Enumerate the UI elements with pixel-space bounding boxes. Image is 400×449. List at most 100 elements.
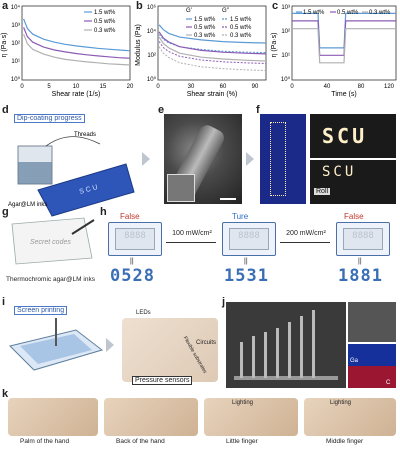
chart-b-ylabel: Modulus (Pa) [135, 24, 142, 66]
chart-b-xtick: 60 [220, 84, 227, 90]
dip-coating-title: Dip-coating progress [14, 114, 85, 123]
series-line-0 [23, 18, 131, 52]
display-2: 1531 [224, 266, 269, 286]
legend-g1: G′ [186, 8, 193, 14]
panel-label-a: a [2, 0, 9, 12]
panel-label-d: d [2, 104, 9, 116]
legend-item: 1.5 wt% [303, 10, 325, 16]
arrow-d-e [142, 152, 150, 166]
roll-label: Roll [314, 188, 331, 195]
panel-label-h: h [100, 206, 107, 218]
chart-a-xtick: 15 [100, 84, 107, 90]
fabric-substrate [37, 163, 135, 217]
legend-item: 0.5 wt% [230, 25, 252, 31]
hand-photo-2 [104, 398, 198, 436]
panel-label-f: f [256, 104, 260, 116]
series-line-2 [23, 33, 131, 66]
panel-label-c: c [272, 0, 279, 12]
chart-b: Modulus (Pa) Shear strain (%) 10⁶ 10⁴ 10… [135, 4, 267, 98]
legend-g2: G″ [222, 8, 230, 14]
svg-text:S C U: S C U [79, 184, 99, 196]
c-label: C [386, 380, 391, 386]
eds-map: Ga C [348, 344, 396, 388]
chart-c: η (Pa·s) Time (s) 10³ 10² 10¹ 10⁰ 0 40 8… [271, 5, 397, 98]
hand-photo-1 [8, 398, 98, 436]
lcd-1: 8888 [108, 222, 162, 256]
chart-b-xtick: 30 [188, 84, 195, 90]
chart-c-xlabel: Time (s) [331, 91, 356, 98]
ga-label: Ga [350, 358, 359, 364]
chart-c-xticks: 0 40 80 120 [290, 84, 394, 90]
chart-a-xticks: 0 5 10 15 20 [20, 84, 134, 90]
lcd-2: 8888 [222, 222, 276, 256]
arrow2-label: 200 mW/cm² [286, 230, 326, 237]
sem-zoom-image [348, 302, 396, 342]
chart-c-xtick: 0 [290, 84, 294, 90]
chart-b-xlabel: Shear strain (%) [187, 91, 238, 98]
chart-a-xtick: 10 [73, 84, 80, 90]
device-on-hand [122, 318, 218, 382]
scu-text-rolled: SCU [322, 164, 357, 180]
hand-photo-4 [304, 398, 396, 436]
lighting-label-1: Lighting [232, 400, 254, 406]
lcd-3: 8888 [336, 222, 390, 256]
thermochromic-inks-label: Thermochromic agar@LM inks [6, 276, 95, 283]
legend-item: 0.5 wt% [94, 19, 116, 25]
lighting-label-2: Lighting [330, 400, 352, 406]
circuits-label: Circuits [196, 340, 217, 346]
series-line-0 [292, 12, 396, 49]
caption-palm: Palm of the hand [20, 438, 70, 445]
caption-back: Back of the hand [116, 438, 165, 445]
state-1: False [120, 212, 140, 221]
caption-middle-finger: Middle finger [326, 438, 364, 445]
caption-little-finger: Little finger [226, 438, 258, 445]
chart-b-xtick: 90 [252, 84, 259, 90]
secret-codes-text: Secret codes [30, 239, 71, 246]
panel-label-k: k [2, 388, 9, 400]
state-2: Ture [232, 212, 249, 221]
series-line-1 [292, 20, 396, 56]
panel-label-g: g [2, 206, 9, 218]
chart-a-ylabel: η (Pa·s) [1, 33, 8, 58]
chart-b-ytick: 10⁴ [147, 28, 157, 35]
panel-label-b: b [136, 0, 143, 12]
chart-a: η (Pa·s) Shear rate (1/s) 10⁴ 10³ 10² 10… [1, 4, 134, 98]
chart-c-legend: 1.5 wt% 0.5 wt% 0.3 wt% [296, 10, 391, 16]
series-line-1 [23, 27, 131, 59]
series-line-dashed-2 [158, 46, 267, 72]
panel-label-j: j [222, 296, 226, 308]
screen-printing-illustration [9, 318, 104, 371]
chart-a-yticks: 10⁴ 10³ 10² 10¹ 10⁰ [11, 4, 21, 83]
chart-a-xtick: 20 [127, 84, 134, 90]
chart-c-ytick: 10⁰ [281, 76, 291, 83]
arrow1 [166, 242, 216, 243]
chart-a-ytick: 10⁴ [11, 4, 21, 11]
threads-label: Threads [74, 132, 96, 138]
panel-label-i: i [2, 296, 6, 308]
chart-b-xtick: 0 [156, 84, 160, 90]
legend-item: 0.5 wt% [337, 10, 359, 16]
scu-text: SCU [322, 124, 368, 148]
display-3: 1881 [338, 266, 383, 286]
arrow-e-f [246, 152, 254, 166]
chart-a-ytick: 10² [11, 41, 20, 47]
series-line-dashed-1 [158, 41, 267, 64]
legend-item: 0.3 wt% [94, 28, 116, 34]
pressure-sensors-label: Pressure sensors [132, 376, 193, 385]
scale-bar [220, 198, 236, 200]
legend-item: 0.3 wt% [230, 33, 252, 39]
legend-item: 1.5 wt% [94, 10, 116, 16]
sem-array-image [226, 302, 346, 388]
chart-a-ytick: 10⁰ [11, 76, 21, 83]
sem-fiber-image [164, 114, 242, 204]
chart-a-legend: 1.5 wt% 0.5 wt% 0.3 wt% [84, 10, 116, 34]
series-line-2 [292, 28, 396, 64]
secret-code-illustration: Secret codes [11, 217, 95, 265]
scu-glow-panel: SCU [310, 114, 396, 158]
chart-b-xticks: 0 30 60 90 [156, 84, 259, 90]
chart-a-ytick: 10¹ [11, 59, 20, 65]
hand-photo-3 [204, 398, 298, 436]
leds-label: LEDs [136, 310, 151, 316]
chart-b-ytick: 10⁶ [147, 4, 157, 11]
chart-a-xtick: 0 [20, 84, 24, 90]
